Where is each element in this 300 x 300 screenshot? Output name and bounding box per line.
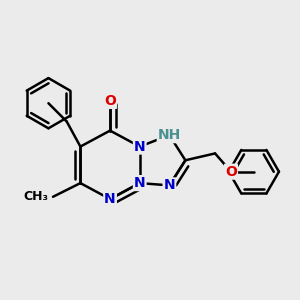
Text: N: N <box>134 176 146 190</box>
Text: CH₃: CH₃ <box>23 190 48 203</box>
Text: N: N <box>104 192 116 206</box>
Text: NH: NH <box>158 128 181 142</box>
Text: N: N <box>164 178 175 192</box>
Text: O: O <box>104 94 116 108</box>
Text: O: O <box>225 165 237 179</box>
Text: N: N <box>134 140 146 154</box>
